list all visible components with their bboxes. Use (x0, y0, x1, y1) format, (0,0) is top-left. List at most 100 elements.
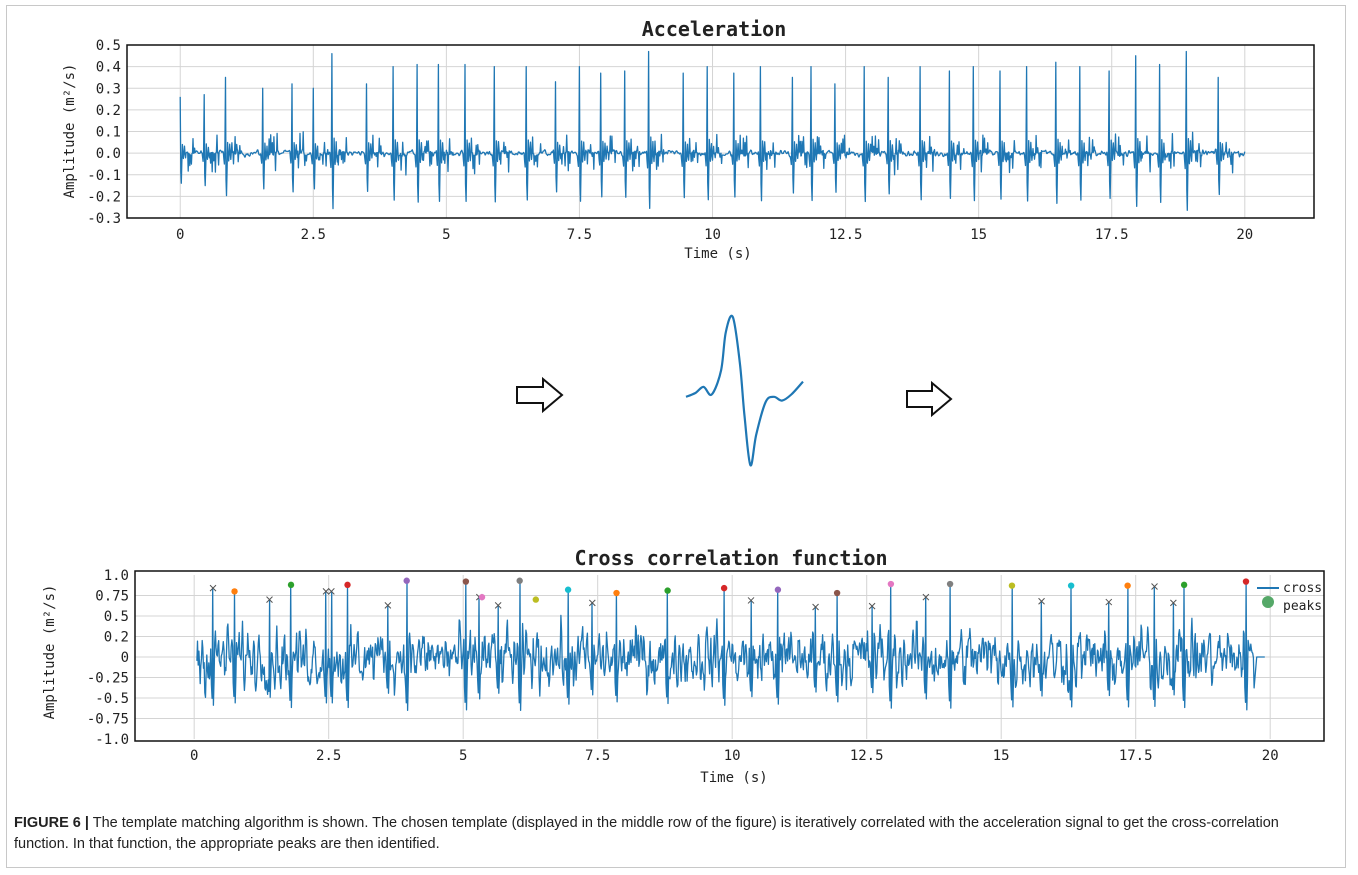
cross-correlation-x-tick-label: 5 (459, 748, 467, 764)
cross-correlation-x-ticks: 0 2.5 5 7.5 10 12.5 15 17.5 20 (190, 748, 1279, 764)
acceleration-signal (179, 50, 1246, 211)
acceleration-y-tick-label: -0.3 (87, 211, 121, 227)
acceleration-x-tick-label: 10 (704, 227, 721, 243)
peak-marker (287, 581, 295, 589)
cross-correlation-y-tick-label: 1.0 (104, 568, 129, 584)
peak-marker (720, 584, 728, 592)
acceleration-x-tick-label: 2.5 (301, 227, 326, 243)
figure-canvas: Acceleration 0.5 0.4 0.3 0.2 0.1 0.0 -0.1 -0.2 -… (42, 17, 1325, 786)
peak-marker (403, 577, 410, 584)
legend-peaks-label: peaks (1283, 599, 1322, 614)
caption-lead: FIGURE 6 | (14, 815, 89, 831)
acceleration-title: Acceleration (642, 17, 787, 41)
peak-markers (231, 577, 1250, 603)
caption-text: The template matching algorithm is shown… (14, 815, 1279, 852)
candidate-x-marker (812, 603, 819, 611)
cross-correlation-plot-area (134, 570, 1325, 742)
peak-marker (774, 586, 782, 593)
cross-correlation-chart: Cross correlation function 1.0 0.75 0.5 0.2… (42, 546, 1325, 786)
candidate-x-marker (266, 596, 273, 603)
cross-correlation-y-tick-label: -0.75 (87, 712, 129, 728)
cross-correlation-y-tick-label: -0.25 (87, 671, 129, 687)
candidate-x-marker (747, 597, 755, 604)
candidate-x-marker (868, 602, 876, 610)
peak-marker (1242, 578, 1250, 585)
peak-marker (833, 589, 841, 597)
acceleration-x-tick-label: 20 (1236, 227, 1253, 243)
candidate-x-marker (494, 601, 502, 609)
figure-caption: FIGURE 6 | The template matching algorit… (14, 813, 1334, 855)
candidate-x-marker (1105, 598, 1113, 606)
acceleration-y-tick-label: -0.1 (87, 168, 121, 184)
acceleration-y-tick-label: 0.4 (96, 60, 121, 76)
right-arrow-icon (906, 380, 953, 418)
candidate-x-marker (1151, 583, 1158, 590)
peak-marker (344, 581, 351, 589)
cross-correlation-title: Cross correlation function (574, 546, 887, 570)
cross-correlation-y-tick-label: 0 (121, 650, 129, 666)
cross-correlation-grid (135, 575, 1324, 739)
acceleration-y-label: Amplitude (m²/s) (62, 64, 78, 199)
peak-marker (462, 578, 470, 585)
cross-correlation-x-tick-label: 7.5 (585, 748, 610, 764)
peak-marker (613, 589, 620, 597)
peak-marker (564, 586, 572, 593)
acceleration-y-tick-label: 0.3 (96, 81, 121, 97)
acceleration-x-tick-label: 15 (970, 227, 987, 243)
acceleration-x-ticks: 0 2.5 5 7.5 10 12.5 15 17.5 20 (176, 227, 1253, 243)
acceleration-y-tick-label: 0.5 (96, 38, 121, 54)
peak-marker (887, 580, 895, 588)
candidate-x-marker (322, 588, 330, 595)
cross-correlation-y-ticks: 1.0 0.75 0.5 0.2 0 -0.25 -0.5 -0.75 -1.0 (87, 568, 129, 748)
peak-marker (1124, 582, 1131, 589)
acceleration-x-tick-label: 17.5 (1095, 227, 1129, 243)
acceleration-chart: Acceleration 0.5 0.4 0.3 0.2 0.1 0.0 -0.1 -0.2 -… (62, 17, 1315, 262)
left-arrow-icon (516, 376, 564, 414)
figure-frame (6, 5, 1346, 868)
cross-correlation-y-tick-label: 0.5 (104, 609, 129, 625)
peak-marker (1180, 581, 1188, 589)
cross-correlation-x-tick-label: 0 (190, 748, 198, 764)
cross-correlation-y-tick-label: 0.75 (95, 589, 129, 605)
acceleration-x-tick-label: 0 (176, 227, 184, 243)
cross-correlation-y-tick-label: -0.5 (95, 691, 129, 707)
cross-correlation-x-tick-label: 12.5 (850, 748, 884, 764)
cross-correlation-x-tick-label: 15 (993, 748, 1010, 764)
acceleration-plot-area (126, 44, 1315, 219)
candidate-x-marker (328, 588, 335, 595)
acceleration-y-tick-label: 0.2 (96, 103, 121, 119)
cross-correlation-x-tick-label: 20 (1262, 748, 1279, 764)
acceleration-x-tick-label: 5 (442, 227, 450, 243)
legend: cross peaks (1257, 581, 1322, 614)
acceleration-y-ticks: 0.5 0.4 0.3 0.2 0.1 0.0 -0.1 -0.2 -0.3 (87, 38, 121, 227)
cross-correlation-y-label: Amplitude (m²/s) (42, 585, 58, 720)
candidate-x-marker (922, 593, 930, 601)
cross-correlation-x-label: Time (s) (700, 770, 767, 786)
peak-marker (1067, 582, 1075, 589)
cross-correlation-x-tick-label: 2.5 (316, 748, 341, 764)
candidate-x-marker (1038, 597, 1045, 605)
acceleration-x-tick-label: 7.5 (567, 227, 592, 243)
peak-marker (532, 596, 540, 603)
legend-peaks-swatch (1262, 596, 1274, 608)
peak-marker (516, 577, 523, 584)
cross-correlation-x-tick-label: 10 (724, 748, 741, 764)
legend-cross-label: cross (1283, 581, 1322, 596)
acceleration-x-label: Time (s) (684, 246, 751, 262)
candidate-x-marker (588, 599, 596, 607)
cross-correlation-y-tick-label: 0.2 (104, 630, 129, 646)
acceleration-y-tick-label: 0.1 (96, 125, 121, 141)
candidate-x-marker (209, 584, 217, 592)
template-waveform (685, 314, 804, 467)
peak-marker (1008, 582, 1016, 589)
candidate-x-marker (1170, 599, 1177, 607)
cross-correlation-x-tick-label: 17.5 (1119, 748, 1153, 764)
candidate-x-marker (384, 601, 392, 609)
candidate-markers (209, 583, 1177, 611)
cross-correlation-signal (196, 580, 1265, 712)
peak-marker (478, 593, 486, 601)
acceleration-y-tick-label: 0.0 (96, 146, 121, 162)
acceleration-x-tick-label: 12.5 (829, 227, 863, 243)
cross-correlation-y-tick-label: -1.0 (95, 732, 129, 748)
peak-marker (231, 588, 238, 595)
